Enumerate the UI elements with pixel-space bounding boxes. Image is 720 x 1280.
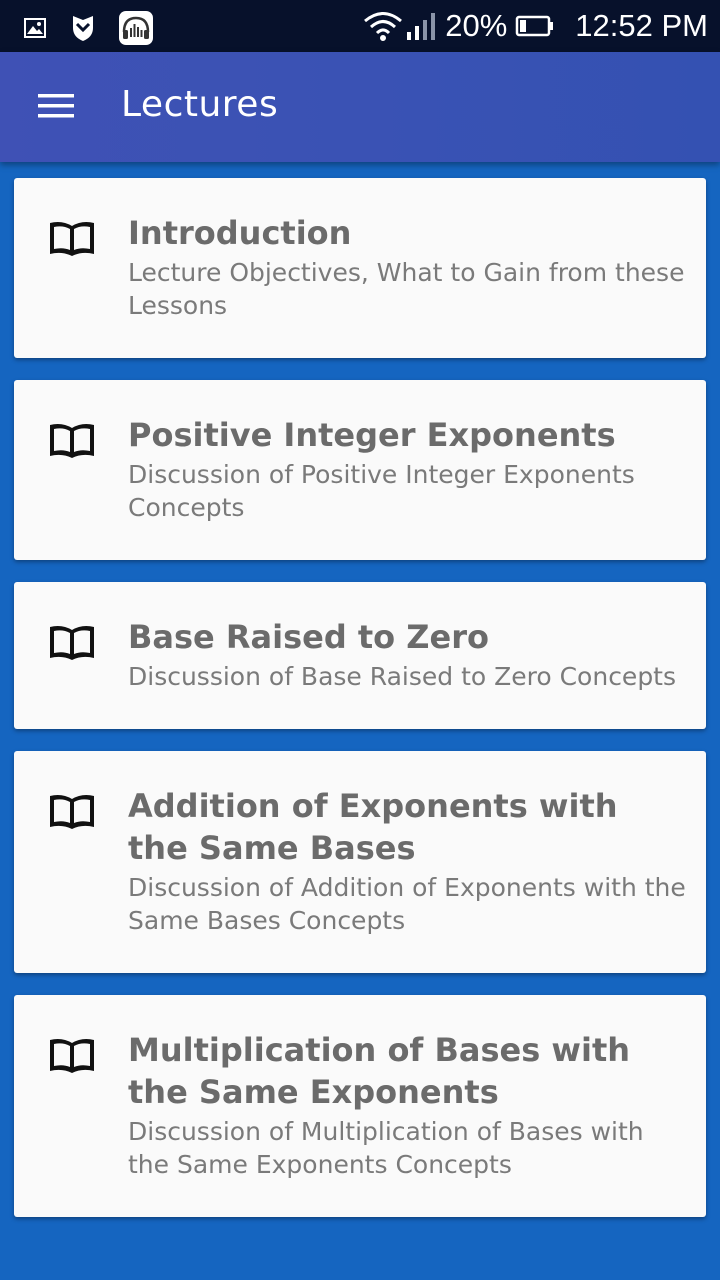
book-icon <box>50 222 94 256</box>
lecture-card-positive-integer-exponents[interactable]: Positive Integer Exponents Discussion of… <box>14 380 706 560</box>
app-bar: Lectures <box>0 52 720 162</box>
lecture-list: Introduction Lecture Objectives, What to… <box>14 178 706 1239</box>
book-icon <box>50 1039 94 1073</box>
lecture-subtitle: Discussion of Addition of Exponents with… <box>128 873 686 935</box>
page-title: Lectures <box>121 84 279 125</box>
book-icon <box>50 626 94 660</box>
lecture-subtitle: Discussion of Positive Integer Exponents… <box>128 460 635 522</box>
book-icon <box>50 424 94 458</box>
shield-icon <box>73 16 93 41</box>
lecture-subtitle: Lecture Objectives, What to Gain from th… <box>128 258 685 320</box>
lecture-subtitle: Discussion of Multiplication of Bases wi… <box>128 1117 644 1179</box>
menu-button[interactable] <box>24 80 88 132</box>
gallery-icon <box>24 18 46 38</box>
status-bar: 20% 12:52 PM <box>0 0 720 52</box>
book-icon <box>50 795 94 829</box>
status-left-icons <box>22 10 176 46</box>
signal-icon <box>407 13 436 40</box>
lecture-title: Multiplication of Bases with the Same Ex… <box>128 1031 631 1111</box>
lecture-subtitle: Discussion of Base Raised to Zero Concep… <box>128 662 677 691</box>
lecture-card-introduction[interactable]: Introduction Lecture Objectives, What to… <box>14 178 706 358</box>
wifi-icon <box>364 12 403 41</box>
hamburger-menu-icon <box>38 94 74 118</box>
battery-icon <box>516 15 554 37</box>
lecture-card-addition-of-exponents[interactable]: Addition of Exponents with the Same Base… <box>14 751 706 973</box>
lecture-title: Introduction <box>128 214 352 252</box>
audio-app-icon <box>119 11 153 45</box>
lecture-title: Positive Integer Exponents <box>128 416 616 454</box>
lecture-title: Addition of Exponents with the Same Base… <box>128 787 618 867</box>
lecture-card-multiplication-of-bases[interactable]: Multiplication of Bases with the Same Ex… <box>14 995 706 1217</box>
status-right: 20% 12:52 PM <box>363 0 708 52</box>
battery-percent: 20% <box>445 8 508 43</box>
clock: 12:52 PM <box>575 8 708 43</box>
lecture-card-base-raised-to-zero[interactable]: Base Raised to Zero Discussion of Base R… <box>14 582 706 729</box>
lecture-title: Base Raised to Zero <box>128 618 489 656</box>
